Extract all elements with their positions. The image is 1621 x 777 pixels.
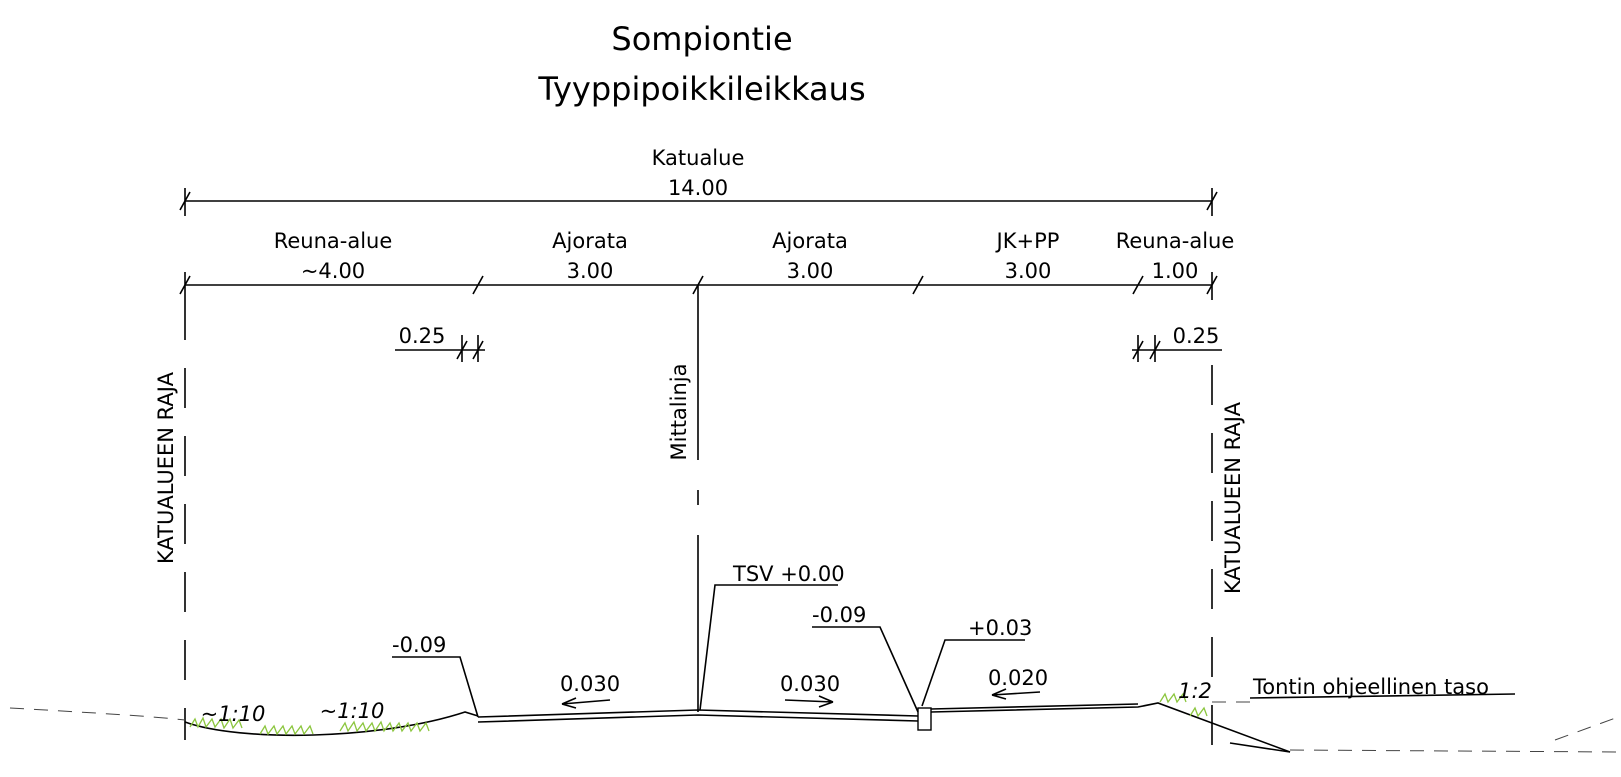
segment-labels: Reuna-alue ~4.00 Ajorata 3.00 Ajorata 3.… bbox=[274, 229, 1235, 348]
leader bbox=[392, 656, 479, 718]
segment-label: Reuna-alue bbox=[274, 229, 393, 253]
elevation-label: -0.09 bbox=[812, 603, 866, 627]
total-label: Katualue bbox=[652, 146, 745, 170]
total-width: 14.00 bbox=[668, 176, 728, 200]
title: Sompiontie bbox=[611, 20, 792, 58]
slope-label: ~1:10 bbox=[201, 702, 266, 726]
leader bbox=[921, 639, 1025, 707]
curb-width: 0.25 bbox=[399, 324, 446, 348]
centerline-label: Mittalinja bbox=[667, 364, 691, 461]
pavement bbox=[477, 702, 1291, 753]
elevation-label: +0.03 bbox=[968, 616, 1032, 640]
segment-width: 3.00 bbox=[1005, 259, 1052, 283]
segment-width: ~4.00 bbox=[301, 259, 365, 283]
elevation-label: TSV +0.00 bbox=[732, 562, 845, 586]
leader bbox=[812, 626, 919, 713]
crossfall-label: 0.020 bbox=[988, 666, 1048, 690]
underline bbox=[1249, 693, 1516, 699]
arrows bbox=[561, 688, 1041, 709]
leader bbox=[699, 584, 838, 711]
subtitle: Tyyppipoikkileikkaus bbox=[537, 70, 865, 108]
segment-width: 1.00 bbox=[1152, 259, 1199, 283]
boundary-label: KATUALUEEN RAJA bbox=[1221, 401, 1245, 594]
slope-label: 1:2 bbox=[1178, 679, 1212, 703]
segment-label: Ajorata bbox=[772, 229, 848, 253]
slope-label: ~1:10 bbox=[320, 699, 385, 723]
segment-label: Reuna-alue bbox=[1116, 229, 1235, 253]
segment-width: 3.00 bbox=[787, 259, 834, 283]
grass bbox=[189, 692, 1208, 736]
ditch bbox=[184, 711, 479, 737]
segment-width: 3.00 bbox=[567, 259, 614, 283]
segment-label: Ajorata bbox=[552, 229, 628, 253]
ground-line bbox=[9, 707, 1621, 753]
crossfall-label: 0.030 bbox=[560, 672, 620, 696]
elevation-label: -0.09 bbox=[392, 633, 446, 657]
boundary-label: KATUALUEEN RAJA bbox=[154, 371, 178, 564]
crossfall-label: 0.030 bbox=[780, 672, 840, 696]
curb-width: 0.25 bbox=[1173, 324, 1220, 348]
segment-label: JK+PP bbox=[995, 229, 1060, 253]
